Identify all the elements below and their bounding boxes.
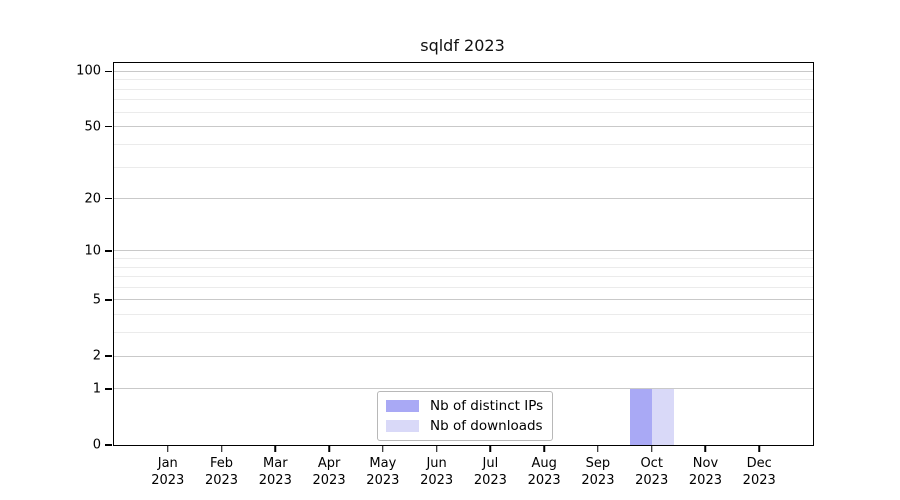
x-tick-year: 2023	[742, 473, 776, 488]
major-gridline	[114, 250, 813, 252]
x-tick-year: 2023	[581, 473, 615, 488]
x-tick-label: Aug 2023	[528, 455, 561, 489]
bar-nb-of-distinct-ips	[629, 388, 652, 445]
y-tick-label: 0	[92, 437, 101, 453]
minor-gridline	[114, 166, 813, 168]
x-tick-label: Jan 2023	[151, 455, 184, 489]
y-axis-tick	[105, 388, 112, 390]
minor-gridline	[114, 332, 813, 334]
legend: Nb of distinct IPs Nb of downloads	[377, 391, 554, 441]
minor-gridline	[114, 143, 813, 145]
bar-nb-of-downloads	[651, 388, 674, 445]
x-tick-month: Feb	[210, 456, 234, 471]
legend-entry: Nb of downloads	[386, 418, 543, 434]
x-tick-month: Jun	[426, 456, 447, 471]
legend-swatch	[386, 420, 419, 432]
minor-gridline	[114, 314, 813, 316]
x-axis-tick	[167, 445, 169, 452]
y-axis-tick	[105, 197, 112, 200]
x-tick-label: Jul 2023	[474, 455, 507, 489]
minor-gridline	[114, 258, 813, 260]
x-axis-tick	[220, 445, 223, 452]
plot-area: Nb of distinct IPs Nb of downloads 0 1 2 5 10…	[76, 62, 814, 488]
x-tick-label: Jun 2023	[420, 455, 453, 489]
y-tick-label: 20	[84, 191, 101, 207]
x-axis-tick	[489, 445, 492, 452]
legend-swatch	[386, 400, 419, 412]
y-tick-label: 2	[92, 348, 101, 364]
x-tick-year: 2023	[635, 473, 669, 488]
x-axis-tick	[597, 445, 599, 452]
x-axis-tick	[328, 445, 330, 452]
x-tick-year: 2023	[366, 473, 400, 488]
x-axis-tick	[274, 445, 277, 452]
x-tick-label: Sep 2023	[581, 455, 614, 489]
minor-gridline	[114, 99, 813, 101]
major-gridline	[114, 388, 813, 390]
y-tick-label: 50	[84, 119, 101, 135]
x-tick-month: Mar	[263, 456, 288, 471]
x-tick-month: May	[369, 456, 397, 471]
major-gridline	[114, 355, 813, 357]
minor-gridline	[114, 266, 813, 268]
major-gridline	[114, 198, 813, 200]
x-tick-year: 2023	[527, 473, 561, 488]
x-tick-month: Sep	[585, 456, 611, 471]
x-tick-label: Nov 2023	[689, 455, 722, 489]
major-gridline	[114, 299, 813, 301]
x-tick-label: Oct 2023	[635, 455, 668, 489]
x-tick-month: Jan	[157, 456, 178, 471]
x-axis-tick	[543, 445, 545, 452]
minor-gridline	[114, 286, 813, 288]
x-tick-month: Nov	[692, 456, 719, 471]
x-tick-label: Feb 2023	[205, 455, 238, 489]
x-tick-label: Apr 2023	[313, 455, 346, 489]
y-tick-label: 10	[84, 243, 101, 259]
x-axis-tick	[435, 445, 438, 452]
minor-gridline	[114, 276, 813, 278]
x-tick-year: 2023	[688, 473, 722, 488]
minor-gridline	[114, 111, 813, 113]
x-axis-tick	[382, 445, 384, 452]
x-axis-tick	[704, 445, 707, 452]
x-tick-label: May 2023	[366, 455, 399, 489]
x-tick-label: Mar 2023	[259, 455, 292, 489]
x-tick-label: Dec 2023	[743, 455, 776, 489]
minor-gridline	[114, 79, 813, 81]
x-tick-year: 2023	[258, 473, 292, 488]
y-axis-tick	[105, 444, 112, 446]
x-tick-year: 2023	[204, 473, 239, 488]
x-tick-year: 2023	[312, 473, 346, 488]
x-tick-month: Aug	[531, 456, 557, 471]
legend-label: Nb of distinct IPs	[430, 398, 544, 414]
x-axis-tick	[650, 445, 653, 452]
x-tick-year: 2023	[420, 473, 454, 488]
x-tick-year: 2023	[151, 473, 185, 488]
x-tick-month: Oct	[640, 456, 663, 471]
x-tick-year: 2023	[473, 473, 507, 488]
legend-label: Nb of downloads	[430, 418, 543, 434]
legend-entry: Nb of distinct IPs	[386, 398, 543, 414]
x-tick-month: Jul	[482, 456, 499, 471]
chart-title: sqldf 2023	[420, 36, 505, 55]
minor-gridline	[114, 88, 813, 90]
y-axis-tick	[105, 250, 112, 252]
y-axis-tick	[105, 70, 112, 73]
major-gridline	[114, 126, 813, 128]
y-tick-label: 1	[92, 381, 101, 397]
y-tick-label: 100	[76, 63, 101, 79]
x-axis-tick	[758, 445, 760, 452]
major-gridline	[114, 70, 813, 72]
y-axis-tick	[105, 125, 112, 128]
y-tick-label: 5	[92, 292, 101, 308]
y-axis-tick	[105, 299, 112, 301]
x-tick-month: Dec	[746, 456, 772, 471]
y-axis-tick	[105, 355, 112, 357]
x-tick-month: Apr	[317, 456, 341, 471]
